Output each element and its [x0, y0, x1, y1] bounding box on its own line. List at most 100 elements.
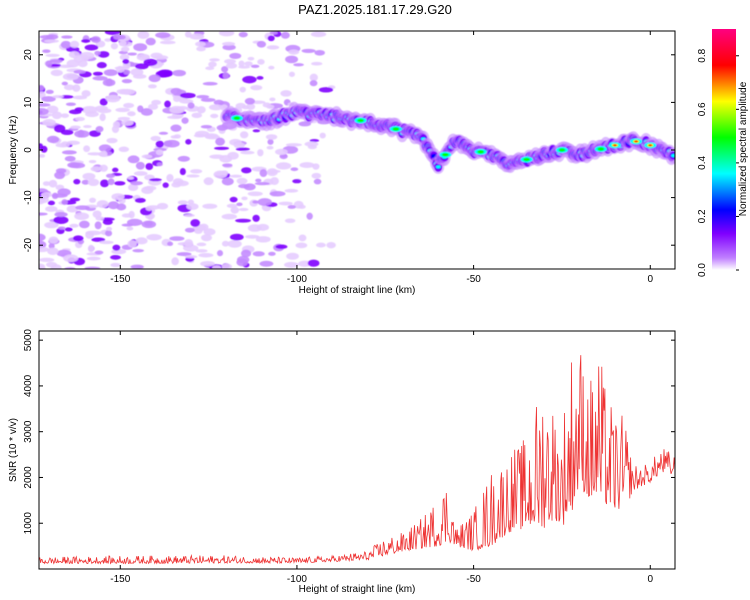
spectrogram-noise-blob [94, 50, 101, 56]
spectrogram-noise-blob [78, 220, 90, 229]
spectrogram-noise-blob [284, 218, 296, 223]
spectrogram-noise-blob [74, 107, 84, 112]
spectrogram-noise-blob [145, 37, 156, 46]
spectrogram-noise-blob [123, 69, 131, 75]
spectrogram-noise-blob [99, 240, 114, 245]
spectrogram-noise-blob [135, 161, 145, 170]
spectrogram-noise-blob [244, 97, 255, 105]
spectrogram-noise-blob [140, 108, 153, 116]
spectrogram-noise-blob [39, 196, 49, 204]
spectrogram-noise-blob [40, 145, 48, 153]
spectrogram-noise-blob [155, 149, 164, 156]
spectrogram-noise-blob [164, 100, 171, 108]
spectrogram-noise-blob [45, 53, 60, 58]
spectrogram-x-label: Height of straight line (km) [299, 285, 416, 296]
spectrogram-noise-blob [218, 31, 235, 37]
spectrogram-noise-blob [241, 167, 252, 174]
spectrogram-noise-blob [238, 207, 249, 212]
spectrogram-noise-blob [106, 137, 118, 144]
colorbar-ticks: 0.0 0.2 0.4 0.6 0.8 [697, 48, 739, 277]
spectrogram-noise-blob [75, 116, 85, 122]
spectrogram-noise-blob [119, 54, 130, 61]
spectrogram-noise-blob [222, 72, 230, 80]
spectrogram-noise-blob [102, 219, 113, 225]
spectrogram-noise-blob [121, 223, 134, 227]
spectrogram-noise-blob [259, 260, 274, 267]
spectrogram-noise-blob [200, 234, 213, 242]
spectrogram-noise-blob [46, 105, 59, 114]
spectrogram-noise-blob [55, 142, 70, 148]
snr-x-label: Height of straight line (km) [299, 584, 416, 595]
spectrogram-noise-blob [39, 212, 48, 216]
spectrogram-noise-blob [230, 206, 240, 214]
spectrogram-noise-blob [310, 31, 327, 38]
snr-y-tick-label: 3000 [23, 420, 34, 443]
spectrogram-noise-blob [90, 36, 101, 43]
spectrogram-noise-blob [52, 95, 64, 99]
spectrogram-noise-blob [304, 141, 319, 147]
spectrogram-noise-blob [290, 167, 299, 172]
spectrogram-noise-blob [94, 250, 104, 255]
spectrogram-noise-blob [112, 244, 121, 251]
spectrogram-noise-blob [257, 198, 272, 206]
spectrogram-noise-blob [257, 149, 264, 157]
spectrogram-noise-blob [203, 177, 214, 186]
spectrogram-noise-blob [44, 221, 59, 229]
spectrogram-noise-blob [147, 103, 159, 110]
spectrogram-noise-blob [86, 256, 101, 261]
spectrogram-noise-blob [193, 133, 206, 138]
spectrogram-noise-blob [189, 33, 205, 40]
snr-series-line [39, 355, 675, 565]
spectrogram-noise-blob [55, 168, 67, 174]
spectrogram-noise-blob [235, 102, 246, 109]
spectrogram-noise-blob [65, 102, 76, 106]
spectrogram-noise-blob [104, 230, 113, 237]
spectrogram-noise-blob [229, 174, 243, 178]
spectrogram-noise-blob [100, 179, 109, 188]
spectrogram-noise-blob [172, 69, 186, 77]
spectrogram-hotspot-max [613, 144, 617, 147]
spectrogram-noise-blob [215, 137, 226, 146]
figure-title: PAZ1.2025.181.17.29.G20 [298, 2, 452, 17]
spectrogram-hotspot-core [477, 150, 485, 154]
spectrogram-noise-blob [45, 60, 53, 68]
spectrogram-noise-blob [214, 146, 230, 151]
spectrogram-noise-blob [141, 154, 153, 159]
spectrogram-noise-blob [266, 45, 280, 50]
colorbar-tick-label: 0.2 [697, 209, 708, 223]
spectrogram-noise-blob [241, 196, 248, 201]
spectrogram-noise-blob [299, 162, 315, 169]
spectrogram-noise-blob [229, 233, 244, 241]
spectrogram-noise-blob [120, 46, 130, 52]
spectrogram-noise-blob [135, 237, 148, 245]
spectrogram-noise-blob [127, 52, 137, 56]
snr-frame [38, 330, 676, 570]
spectrogram-noise-blob [316, 242, 326, 248]
spectrogram-noise-blob [213, 170, 228, 179]
spectrogram-noise-blob [256, 76, 264, 80]
spectrogram-noise-blob [318, 87, 334, 93]
spectrogram-noise-blob [63, 84, 75, 91]
spectrogram-noise-blob [202, 203, 218, 209]
spectrogram-y-ticks: -20 -10 0 10 20 [23, 49, 675, 252]
spectrogram-noise-blob [150, 135, 161, 142]
spectrogram-ridge-peak [671, 154, 675, 158]
spectrogram-noise-blob [216, 250, 224, 257]
spectrogram-noise-blob [144, 221, 153, 227]
spectrogram-noise-blob [75, 205, 90, 211]
spectrogram-noise-blob [250, 64, 260, 69]
spectrogram-noise-blob [95, 126, 104, 133]
spectrogram-noise-blob [269, 97, 276, 102]
spectrogram-noise-blob [177, 106, 188, 111]
spectrogram-noise-blob [107, 178, 115, 186]
spectrogram-noise-blob [186, 203, 199, 211]
spectrogram-noise-blob [239, 131, 249, 139]
spectrogram-noise-blob [267, 35, 275, 42]
spectrogram-noise-blob [96, 200, 109, 208]
spectrogram-noise-blob [48, 179, 58, 188]
spectrogram-noise-blob [73, 54, 85, 63]
spectrogram-noise-blob [208, 104, 224, 111]
spectrogram-noise-blob [255, 236, 271, 243]
spectrogram-noise-blob [181, 117, 189, 124]
